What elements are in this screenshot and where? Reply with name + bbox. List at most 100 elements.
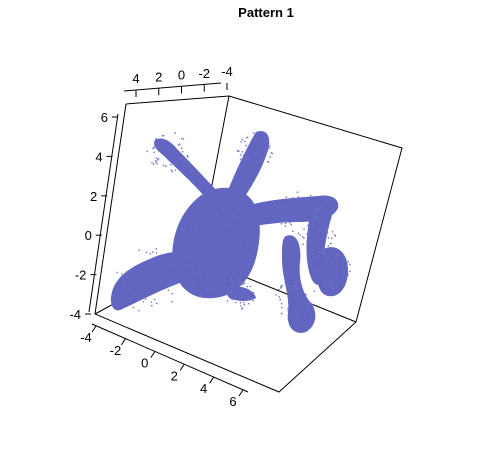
left-tick-label: -4: [69, 307, 81, 322]
scatter-point: [146, 150, 149, 153]
scatter-point: [228, 293, 230, 296]
scatter-point: [241, 283, 244, 286]
scatter-point: [120, 273, 123, 275]
scatter-point: [268, 147, 270, 149]
scatter-point: [181, 162, 184, 164]
scatter-point: [249, 263, 251, 265]
scatter-point: [155, 161, 157, 163]
scatter-point: [152, 147, 154, 150]
scatter-point: [230, 277, 233, 280]
scatter-point: [280, 302, 283, 305]
scatter-point: [322, 227, 325, 230]
left-tick-label: 0: [85, 228, 92, 243]
scatter-point: [324, 266, 326, 268]
scatter-point: [194, 228, 197, 231]
left-axis-line: [88, 113, 119, 313]
scatter-point: [158, 260, 161, 263]
scatter-point: [248, 157, 250, 159]
scatter-point: [162, 164, 165, 167]
scatter-point: [231, 280, 233, 282]
scatter-point: [289, 222, 291, 224]
scatter-point: [298, 318, 300, 321]
scatter-point: [245, 152, 247, 155]
scatter-point: [278, 288, 280, 291]
scatter-point: [155, 160, 157, 162]
scatter-point: [239, 282, 241, 285]
scatter-point: [312, 247, 315, 250]
scatter-point: [330, 280, 333, 283]
scatter-point: [347, 273, 349, 276]
scatter-point: [304, 307, 307, 310]
scatter-point: [255, 162, 258, 164]
scatter-point: [239, 154, 242, 156]
scatter-point: [261, 158, 264, 160]
scatter-point: [122, 296, 125, 299]
scatter-point: [184, 254, 186, 257]
scatter-point: [234, 212, 236, 214]
scatter-point: [292, 285, 294, 288]
scatter-point: [245, 229, 248, 231]
scatter-point: [303, 228, 305, 230]
scatter-point: [312, 304, 314, 307]
scatter-point: [242, 301, 245, 304]
scatter-point: [196, 226, 199, 228]
scatter-point: [211, 289, 213, 292]
bottom-tick-label: 4: [200, 381, 207, 396]
scatter-point: [282, 217, 284, 219]
scatter-point: [323, 251, 326, 254]
bottom-tick: [120, 338, 126, 346]
scatter-point: [151, 161, 153, 164]
scatter-point: [329, 281, 331, 284]
cloud-base: [227, 286, 256, 301]
scatter-point: [165, 165, 167, 167]
scatter-point: [226, 300, 229, 302]
scatter-point: [230, 297, 233, 300]
scatter-point: [280, 312, 283, 315]
scatter-point: [334, 255, 336, 258]
scatter-point: [142, 300, 145, 303]
scatter-point: [287, 290, 289, 293]
scatter-point: [307, 224, 309, 227]
scatter-point: [127, 276, 129, 279]
scatter-point: [155, 248, 158, 250]
scatter-point: [284, 220, 286, 223]
scatter-point: [285, 207, 288, 209]
scatter-point: [183, 159, 186, 162]
scatter-point: [341, 277, 344, 279]
scatter-point: [127, 288, 130, 290]
scatter-point: [297, 232, 300, 235]
scatter-point: [194, 282, 196, 285]
scatter-point: [330, 284, 333, 287]
scatter-point: [129, 280, 132, 282]
scatter-point: [248, 264, 250, 267]
scatter-point: [328, 250, 331, 252]
scatter-point: [236, 282, 239, 284]
scatter-point: [239, 301, 242, 304]
scatter-point: [342, 259, 345, 261]
scatter-point: [305, 293, 308, 296]
scatter-point: [182, 138, 185, 140]
scatter-point: [343, 283, 345, 286]
scatter-point: [287, 307, 289, 310]
scatter-point: [233, 286, 236, 289]
bottom-axis-line: [91, 323, 249, 393]
scatter-point: [314, 215, 317, 217]
scatter-point: [308, 231, 311, 233]
scatter-point: [177, 267, 179, 269]
top-tick-label: -4: [221, 64, 233, 79]
scatter-point: [324, 226, 327, 228]
scatter-point: [325, 231, 327, 234]
scatter-point: [266, 150, 268, 152]
scatter-point: [280, 287, 282, 289]
scatter-point: [241, 158, 244, 160]
scatter-point: [247, 289, 249, 291]
scatter-point: [295, 287, 297, 289]
scatter-point: [311, 227, 313, 230]
scatter-point: [297, 196, 300, 198]
scatter-point: [337, 254, 340, 257]
scatter-point: [297, 310, 300, 312]
scatter-point: [317, 251, 319, 254]
scatter-point: [231, 289, 233, 292]
scatter-point: [278, 296, 281, 298]
left-tick-label: 2: [90, 189, 97, 204]
